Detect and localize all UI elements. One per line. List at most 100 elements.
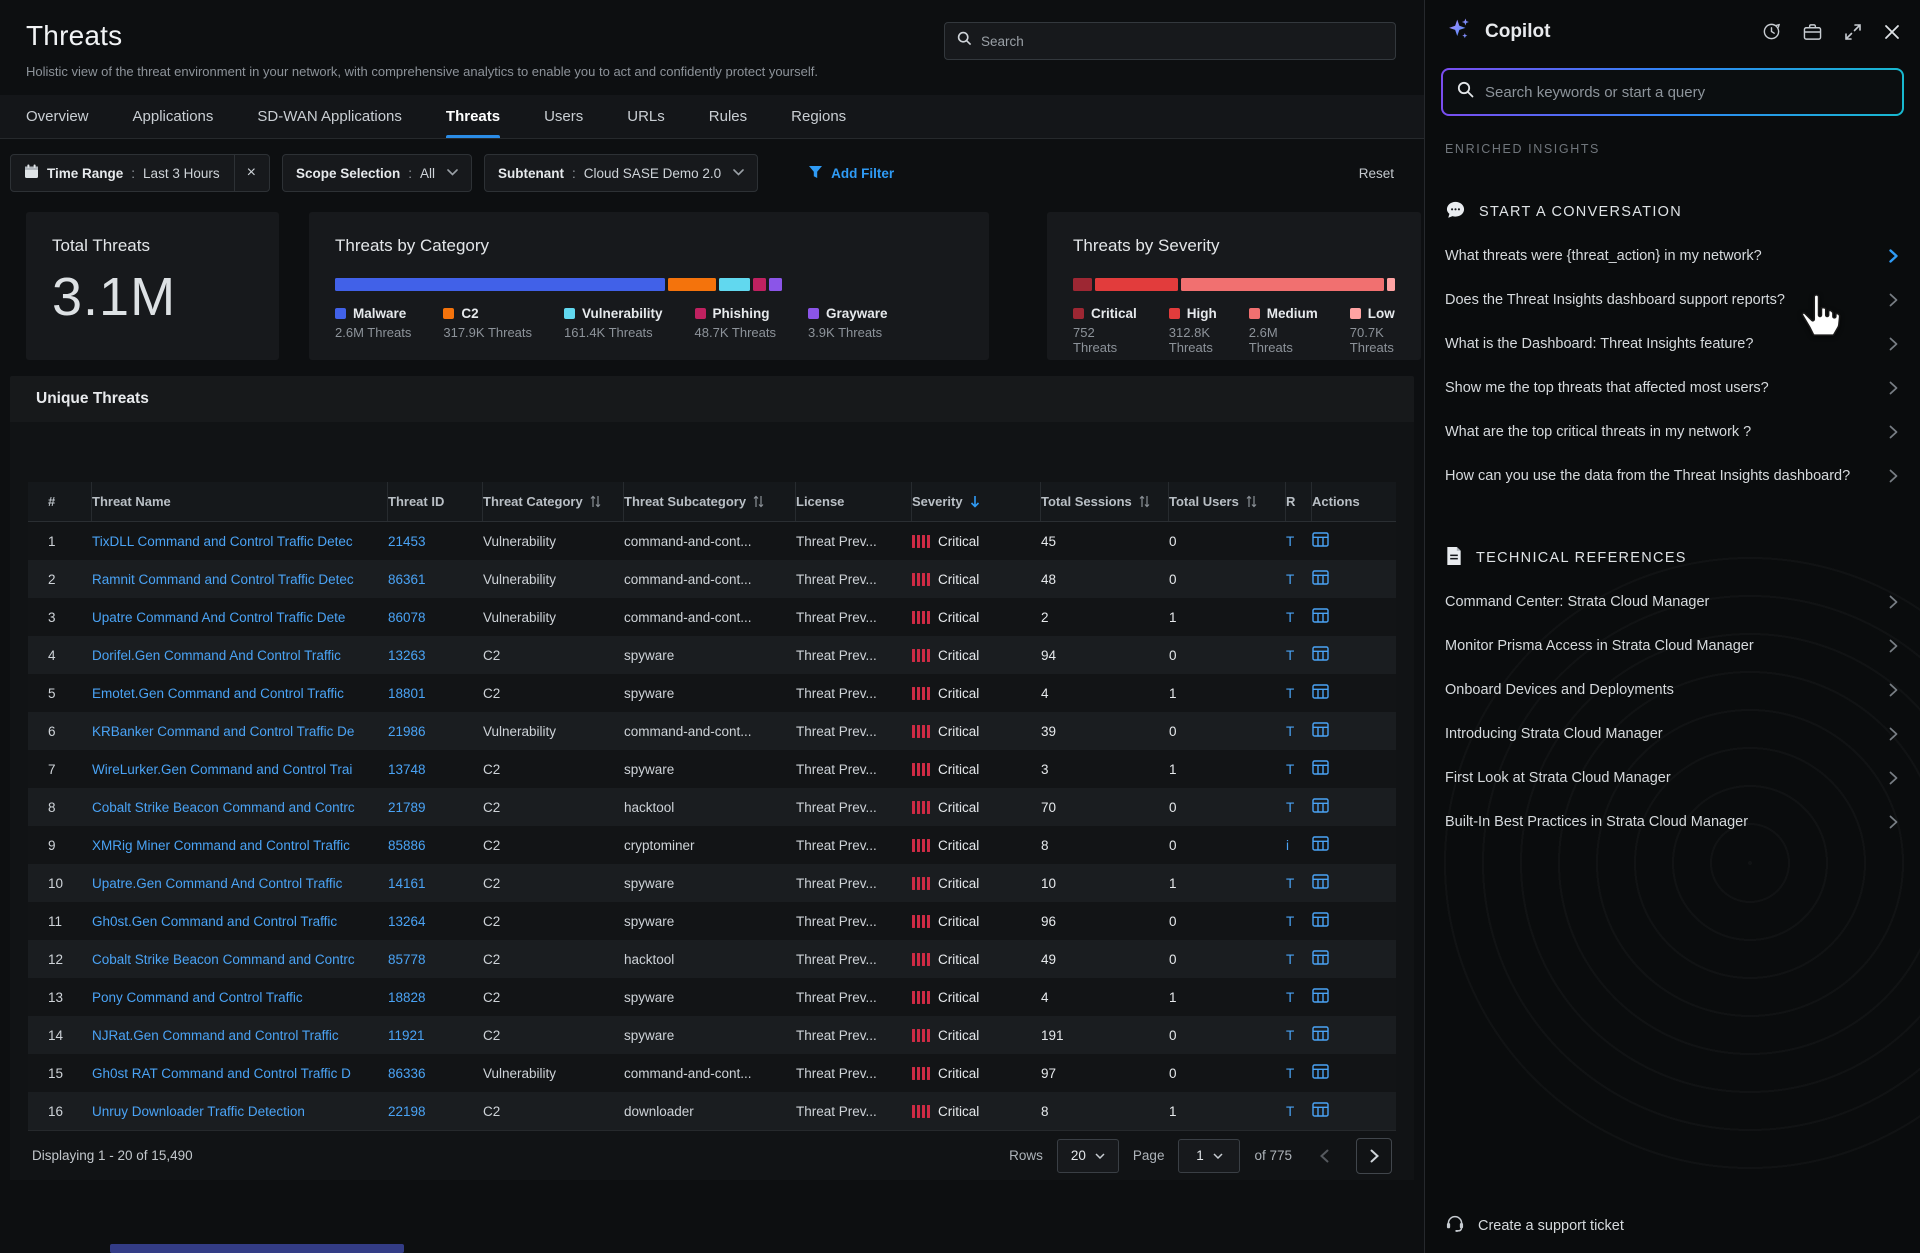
table-actions-icon[interactable] — [1312, 988, 1329, 1003]
page-select[interactable]: 1 — [1178, 1138, 1241, 1173]
technical-reference-link[interactable]: Onboard Devices and Deployments — [1425, 668, 1920, 712]
threat-name-link[interactable]: KRBanker Command and Control Traffic De — [92, 723, 355, 739]
table-actions-icon[interactable] — [1312, 722, 1329, 737]
remove-time-filter-icon[interactable]: × — [233, 155, 256, 191]
row-actions[interactable] — [1312, 532, 1396, 550]
table-actions-icon[interactable] — [1312, 684, 1329, 699]
token-usage-icon[interactable] — [1762, 22, 1781, 41]
table-actions-icon[interactable] — [1312, 874, 1329, 889]
column-header-total-users[interactable]: Total Users — [1169, 482, 1286, 521]
column-header-threat-category[interactable]: Threat Category — [483, 482, 624, 521]
tab-users[interactable]: Users — [544, 108, 584, 125]
rules-link[interactable]: T — [1286, 609, 1295, 625]
rules-link[interactable]: T — [1286, 533, 1295, 549]
row-actions[interactable] — [1312, 646, 1396, 664]
table-actions-icon[interactable] — [1312, 1102, 1329, 1117]
rules-link[interactable]: T — [1286, 647, 1295, 663]
rules-link[interactable]: T — [1286, 685, 1295, 701]
subtenant-filter-chip[interactable]: Subtenant : Cloud SASE Demo 2.0 — [484, 154, 759, 192]
tab-overview[interactable]: Overview — [26, 108, 89, 125]
conversation-suggestion[interactable]: Does the Threat Insights dashboard suppo… — [1425, 278, 1920, 322]
table-actions-icon[interactable] — [1312, 760, 1329, 775]
threat-name-link[interactable]: Dorifel.Gen Command And Control Traffic — [92, 647, 341, 663]
threat-name-link[interactable]: Ramnit Command and Control Traffic Detec — [92, 571, 354, 587]
rules-link[interactable]: T — [1286, 571, 1295, 587]
tab-applications[interactable]: Applications — [132, 108, 214, 125]
copilot-search[interactable] — [1443, 70, 1902, 114]
threat-name-link[interactable]: TixDLL Command and Control Traffic Detec — [92, 533, 353, 549]
threat-id-link[interactable]: 13263 — [388, 647, 426, 663]
global-search[interactable] — [944, 22, 1396, 60]
technical-reference-link[interactable]: Built-In Best Practices in Strata Cloud … — [1425, 800, 1920, 844]
row-actions[interactable] — [1312, 1026, 1396, 1044]
threat-id-link[interactable]: 86336 — [388, 1065, 426, 1081]
rows-per-page-select[interactable]: 20 — [1056, 1138, 1119, 1173]
threat-name-link[interactable]: Gh0st RAT Command and Control Traffic D — [92, 1065, 351, 1081]
threat-name-link[interactable]: Pony Command and Control Traffic — [92, 989, 303, 1005]
conversation-suggestion[interactable]: What is the Dashboard: Threat Insights f… — [1425, 322, 1920, 366]
conversation-suggestion[interactable]: What threats were {threat_action} in my … — [1425, 234, 1920, 278]
row-actions[interactable] — [1312, 798, 1396, 816]
threat-name-link[interactable]: Gh0st.Gen Command and Control Traffic — [92, 913, 338, 929]
briefcase-icon[interactable] — [1803, 23, 1822, 41]
table-actions-icon[interactable] — [1312, 646, 1329, 661]
threat-name-link[interactable]: Emotet.Gen Command and Control Traffic — [92, 685, 344, 701]
threat-id-link[interactable]: 13748 — [388, 761, 426, 777]
rules-link[interactable]: T — [1286, 761, 1295, 777]
threat-name-link[interactable]: Unruy Downloader Traffic Detection — [92, 1103, 305, 1119]
threat-id-link[interactable]: 21789 — [388, 799, 426, 815]
conversation-suggestion[interactable]: Show me the top threats that affected mo… — [1425, 366, 1920, 410]
table-actions-icon[interactable] — [1312, 608, 1329, 623]
rules-link[interactable]: T — [1286, 1103, 1295, 1119]
close-icon[interactable] — [1884, 24, 1900, 40]
threat-name-link[interactable]: Cobalt Strike Beacon Command and Contrc — [92, 951, 355, 967]
rules-link[interactable]: T — [1286, 723, 1295, 739]
expand-icon[interactable] — [1844, 23, 1862, 41]
threat-id-link[interactable]: 86078 — [388, 609, 426, 625]
threat-id-link[interactable]: 13264 — [388, 913, 426, 929]
rules-link[interactable]: T — [1286, 799, 1295, 815]
column-header-total-sessions[interactable]: Total Sessions — [1041, 482, 1169, 521]
threat-name-link[interactable]: Cobalt Strike Beacon Command and Contrc — [92, 799, 355, 815]
table-actions-icon[interactable] — [1312, 570, 1329, 585]
threat-id-link[interactable]: 18828 — [388, 989, 426, 1005]
row-actions[interactable] — [1312, 836, 1396, 854]
next-page-button[interactable] — [1356, 1137, 1392, 1174]
table-actions-icon[interactable] — [1312, 1026, 1329, 1041]
row-actions[interactable] — [1312, 684, 1396, 702]
add-filter-button[interactable]: Add Filter — [808, 165, 894, 182]
tab-regions[interactable]: Regions — [791, 108, 847, 125]
table-actions-icon[interactable] — [1312, 532, 1329, 547]
tab-sd-wan-applications[interactable]: SD-WAN Applications — [257, 108, 402, 125]
rules-link[interactable]: T — [1286, 1027, 1295, 1043]
technical-reference-link[interactable]: Introducing Strata Cloud Manager — [1425, 712, 1920, 756]
threat-id-link[interactable]: 22198 — [388, 1103, 426, 1119]
threat-name-link[interactable]: Upatre Command And Control Traffic Dete — [92, 609, 346, 625]
row-actions[interactable] — [1312, 1064, 1396, 1082]
threat-name-link[interactable]: Upatre.Gen Command And Control Traffic — [92, 875, 343, 891]
previous-page-button[interactable] — [1306, 1138, 1342, 1174]
row-actions[interactable] — [1312, 1102, 1396, 1120]
table-actions-icon[interactable] — [1312, 950, 1329, 965]
row-actions[interactable] — [1312, 608, 1396, 626]
table-actions-icon[interactable] — [1312, 912, 1329, 927]
row-actions[interactable] — [1312, 950, 1396, 968]
row-actions[interactable] — [1312, 570, 1396, 588]
conversation-suggestion[interactable]: How can you use the data from the Threat… — [1425, 454, 1920, 498]
column-header-severity[interactable]: Severity — [912, 482, 1041, 521]
threat-name-link[interactable]: XMRig Miner Command and Control Traffic — [92, 837, 350, 853]
threat-id-link[interactable]: 21453 — [388, 533, 426, 549]
search-input[interactable] — [981, 33, 1383, 49]
rules-link[interactable]: T — [1286, 1065, 1295, 1081]
threat-name-link[interactable]: NJRat.Gen Command and Control Traffic — [92, 1027, 339, 1043]
rules-link[interactable]: i — [1286, 837, 1289, 853]
copilot-search-input[interactable] — [1485, 83, 1888, 101]
conversation-suggestion[interactable]: What are the top critical threats in my … — [1425, 410, 1920, 454]
tab-rules[interactable]: Rules — [708, 108, 748, 125]
technical-reference-link[interactable]: Monitor Prisma Access in Strata Cloud Ma… — [1425, 624, 1920, 668]
row-actions[interactable] — [1312, 874, 1396, 892]
threat-id-link[interactable]: 86361 — [388, 571, 426, 587]
tab-threats[interactable]: Threats — [445, 95, 501, 138]
row-actions[interactable] — [1312, 722, 1396, 740]
threat-id-link[interactable]: 85778 — [388, 951, 426, 967]
